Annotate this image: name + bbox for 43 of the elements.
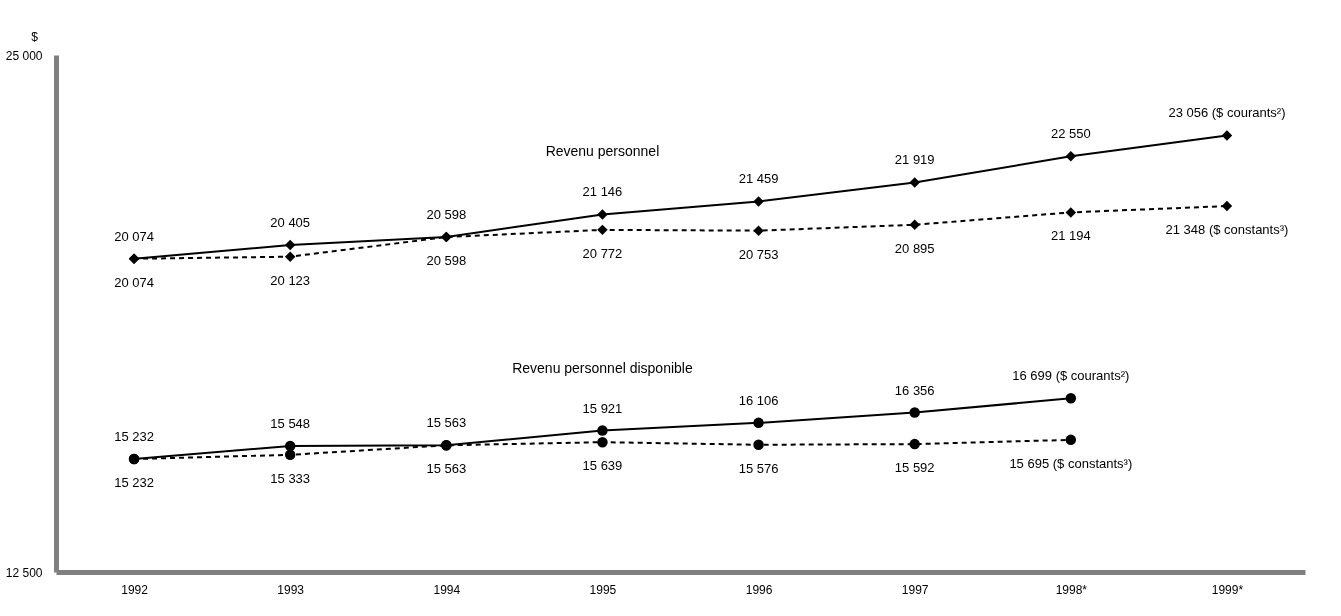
annotation: Revenu personnel disponible: [512, 359, 693, 376]
data-label: 21 348 ($ constants³): [1165, 222, 1289, 238]
data-label: 21 459: [738, 171, 779, 187]
data-label: 15 639: [582, 458, 623, 474]
data-label: 22 550: [1050, 126, 1091, 142]
data-label: 16 699 ($ courants²): [1012, 368, 1130, 384]
data-label: 15 333: [270, 470, 311, 486]
data-label: 15 695 ($ constants³): [1009, 455, 1133, 471]
data-label: 15 563: [426, 415, 467, 431]
data-label: 20 598: [426, 207, 467, 223]
data-label: 16 106: [738, 392, 779, 408]
data-label: 16 356: [894, 382, 935, 398]
data-label: 20 123: [270, 272, 311, 288]
x-tick-label: 1995: [589, 582, 617, 597]
data-label: 15 232: [114, 429, 154, 444]
data-label: 15 592: [894, 460, 935, 476]
data-label: 15 232: [114, 475, 154, 490]
x-tick-label: 1994: [433, 582, 461, 597]
data-label: 15 576: [738, 460, 779, 476]
y-axis-title: $: [31, 29, 39, 44]
y-tick-label: 25 000: [5, 48, 43, 63]
data-label: 21 919: [894, 152, 935, 168]
data-label: 21 146: [582, 184, 623, 200]
data-label: 15 921: [582, 400, 623, 416]
y-tick-label: 12 500: [5, 565, 43, 580]
x-tick-label: 1992: [121, 582, 149, 597]
data-label: 20 753: [738, 246, 779, 262]
data-label: 20 074: [114, 228, 154, 244]
data-label: 21 194: [1050, 228, 1091, 244]
x-tick-label: 1996: [745, 582, 773, 597]
x-tick-label: 1993: [277, 582, 305, 597]
data-label: 20 405: [270, 215, 311, 231]
data-label: 23 056 ($ courants²): [1168, 105, 1286, 121]
x-tick-label: 1998*: [1055, 582, 1088, 597]
x-tick-label: 1997: [901, 582, 929, 597]
data-label: 20 074: [114, 274, 154, 290]
x-tick-label: 1999*: [1211, 582, 1244, 597]
data-label: 15 548: [270, 415, 311, 431]
data-label: 20 772: [582, 245, 623, 261]
data-label: 20 895: [894, 240, 935, 256]
annotation: Revenu personnel: [545, 143, 660, 160]
data-label: 20 598: [426, 253, 467, 269]
data-label: 15 563: [426, 461, 467, 477]
